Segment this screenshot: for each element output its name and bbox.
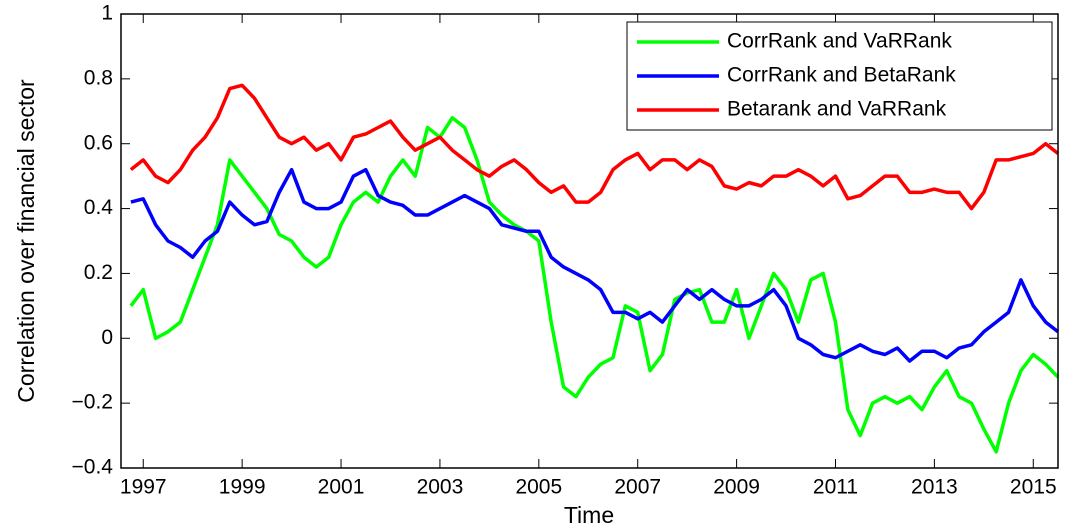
x-tick-label: 2003 [417,476,464,499]
series-line [129,116,1060,454]
y-tick-label: −0.4 [72,456,114,479]
x-tick-label: 2015 [1010,476,1057,499]
x-tick-label: 2011 [813,476,858,499]
x-axis-label: Time [564,502,614,528]
series-line [129,83,1060,211]
x-tick-label: 1997 [120,476,167,499]
y-axis-label: Correlation over financial sector [13,79,39,403]
y-tick-label: 0.8 [84,66,113,89]
y-tick-label: 0.4 [84,196,114,219]
legend-label: CorrRank and VaRRank [727,30,952,53]
x-tick-label: 2005 [515,476,562,499]
x-tick-label: 2001 [318,476,365,499]
x-tick-label: 2007 [614,476,661,499]
y-tick-label: −0.2 [72,391,113,414]
plot-frame [120,13,1059,469]
y-tick-label: 0 [101,326,113,349]
y-tick-label: 0.6 [84,131,113,154]
y-tick-label: 1 [101,2,113,25]
x-tick-label: 2013 [911,476,958,499]
legend-label: Betarank and VaRRank [727,98,947,121]
y-tick-label: 0.2 [84,261,113,284]
legend-label: CorrRank and BetaRank [727,64,956,87]
series-line [130,167,1060,363]
x-tick-label: 1999 [219,476,266,499]
x-tick-label: 2009 [713,476,760,499]
